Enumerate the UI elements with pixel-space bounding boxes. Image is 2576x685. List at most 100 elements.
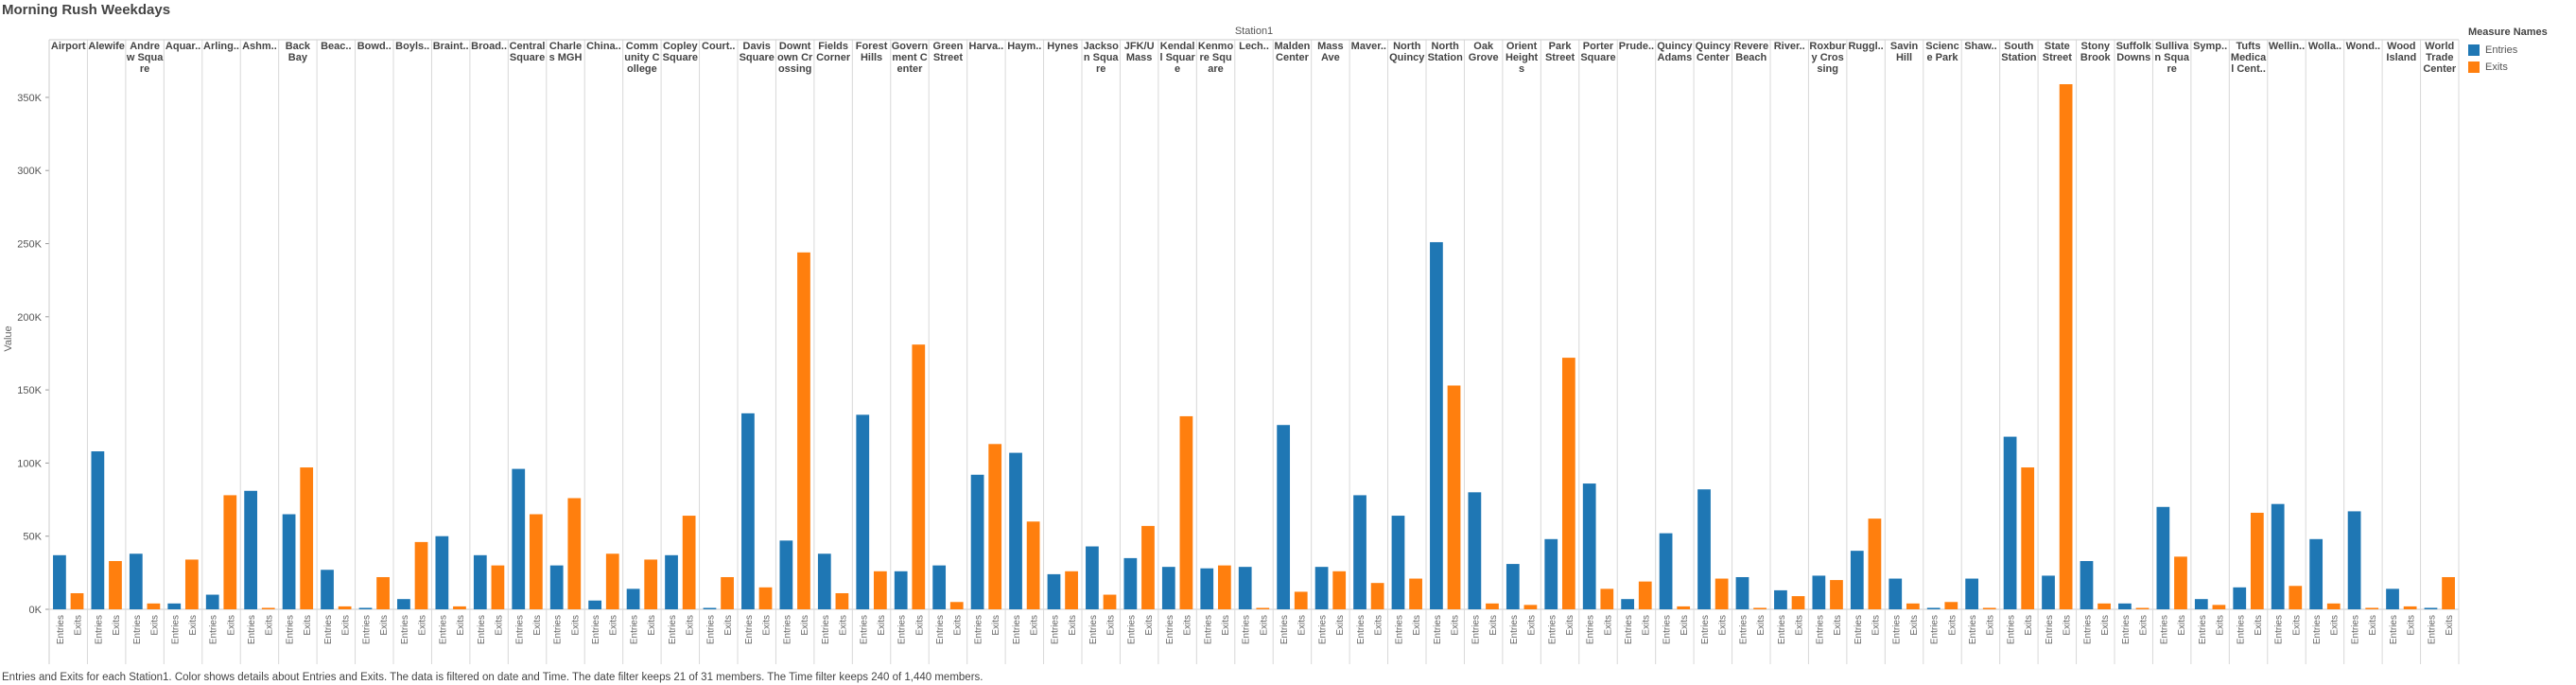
x-tick-label-entries: Entries — [2198, 615, 2208, 644]
bar-entries — [2080, 560, 2094, 609]
bar-entries — [1850, 551, 1864, 609]
station-label: Porter Square — [1580, 41, 1615, 63]
station-label: Scienc e Park — [1925, 41, 1958, 63]
station-label: Forest Hills — [856, 41, 888, 63]
x-tick-label-exits: Exits — [723, 615, 734, 636]
bar-entries — [1774, 589, 1787, 609]
x-tick-label-entries: Entries — [361, 615, 372, 644]
x-tick-label-entries: Entries — [2236, 615, 2246, 644]
x-tick-label-exits: Exits — [1182, 615, 1192, 636]
bar-exits — [1217, 565, 1231, 609]
bar-entries — [244, 490, 258, 609]
station-label: Bowd.. — [357, 41, 392, 52]
x-tick-label-entries: Entries — [247, 615, 257, 644]
bar-entries — [626, 588, 640, 609]
y-tick-label: 50K — [23, 532, 42, 543]
station-label: World Trade Center — [2423, 41, 2457, 75]
station-label: Beac.. — [321, 41, 351, 52]
legend-swatch-exits — [2468, 61, 2480, 73]
station-label: Downt own Cr ossing — [777, 41, 813, 75]
x-tick-label-exits: Exits — [609, 615, 619, 636]
x-tick-label-entries: Entries — [1471, 615, 1481, 644]
bar-entries — [2386, 588, 2399, 609]
bar-entries — [1353, 495, 1366, 609]
y-tick-label: 200K — [17, 312, 42, 324]
x-tick-label-entries: Entries — [630, 615, 640, 644]
bar-exits — [1486, 603, 1499, 609]
bar-entries — [1812, 575, 1826, 609]
bar-exits — [2059, 84, 2073, 610]
legend-item-entries[interactable]: Entries — [2468, 42, 2548, 59]
x-tick-label-exits: Exits — [2215, 615, 2225, 636]
x-tick-label-entries: Entries — [1930, 615, 1941, 644]
y-tick-label: 300K — [17, 166, 42, 177]
x-tick-label-exits: Exits — [2368, 615, 2378, 636]
bar-exits — [1753, 607, 1767, 609]
station-label: Lech.. — [1239, 41, 1269, 52]
legend-item-exits[interactable]: Exits — [2468, 59, 2548, 76]
bar-exits — [376, 576, 390, 609]
x-tick-label-entries: Entries — [1203, 615, 1213, 644]
station-label: Maver.. — [1351, 41, 1386, 52]
x-tick-label-entries: Entries — [1165, 615, 1175, 644]
x-tick-label-entries: Entries — [668, 615, 678, 644]
bar-exits — [644, 559, 658, 609]
bar-entries — [1965, 578, 1979, 609]
station-label: State Street — [2043, 41, 2073, 63]
x-tick-label-entries: Entries — [821, 615, 831, 644]
station-label: Orient Height s — [1506, 41, 1539, 75]
station-label: Malden Center — [1274, 41, 1310, 63]
x-tick-label-exits: Exits — [494, 615, 504, 636]
bar-exits — [147, 603, 161, 609]
station-label: Copley Square — [663, 41, 699, 63]
bar-entries — [970, 474, 984, 609]
x-tick-label-entries: Entries — [400, 615, 410, 644]
bar-exits — [2403, 606, 2417, 609]
bar-exits — [1447, 385, 1461, 609]
bar-entries — [1430, 241, 1443, 609]
bar-entries — [512, 468, 526, 609]
bar-entries — [1391, 516, 1405, 609]
bar-entries — [1888, 578, 1903, 609]
y-axis-label: Value — [3, 325, 14, 351]
x-tick-label-exits: Exits — [1565, 615, 1575, 636]
x-tick-label-exits: Exits — [379, 615, 390, 636]
station-label: Haym.. — [1007, 41, 1041, 52]
station-label: Revere Beach — [1733, 41, 1768, 63]
x-tick-label-entries: Entries — [2351, 615, 2361, 644]
x-tick-label-entries: Entries — [705, 615, 716, 644]
bar-exits — [2250, 512, 2264, 609]
station-label: Mass Ave — [1317, 41, 1344, 63]
bar-exits — [414, 541, 428, 609]
x-tick-label-exits: Exits — [800, 615, 810, 636]
legend: Measure Names Entries Exits — [2468, 26, 2548, 76]
bar-exits — [261, 607, 275, 609]
bar-exits — [1944, 602, 1958, 609]
bar-entries — [1238, 567, 1252, 609]
station-label: Oak Grove — [1469, 41, 1499, 63]
bar-entries — [741, 413, 755, 609]
x-tick-label-exits: Exits — [532, 615, 543, 636]
x-tick-label-entries: Entries — [782, 615, 792, 644]
station-label: Arling.. — [203, 41, 239, 52]
bar-exits — [1103, 594, 1117, 609]
x-tick-label-entries: Entries — [514, 615, 525, 644]
station-label: Quincy Center — [1696, 41, 1732, 63]
bar-entries — [2233, 587, 2247, 609]
x-tick-label-entries: Entries — [438, 615, 448, 644]
station-label: Airport — [51, 41, 86, 52]
bar-entries — [282, 514, 296, 609]
y-tick-label: 250K — [17, 239, 42, 251]
bar-exits — [491, 565, 505, 609]
x-tick-label-exits: Exits — [762, 615, 773, 636]
station-label: Prude.. — [1619, 41, 1654, 52]
bar-entries — [1582, 483, 1596, 609]
bar-entries — [2424, 607, 2438, 609]
station-label: Andre w Squa re — [126, 41, 164, 75]
bar-entries — [817, 553, 831, 609]
station-label: Jackso n Squa re — [1084, 41, 1120, 75]
bar-entries — [53, 554, 66, 609]
bar-exits — [1982, 607, 1996, 609]
station-label: Alewife — [88, 41, 125, 52]
station-label: Kendal l Squar e — [1159, 41, 1195, 75]
